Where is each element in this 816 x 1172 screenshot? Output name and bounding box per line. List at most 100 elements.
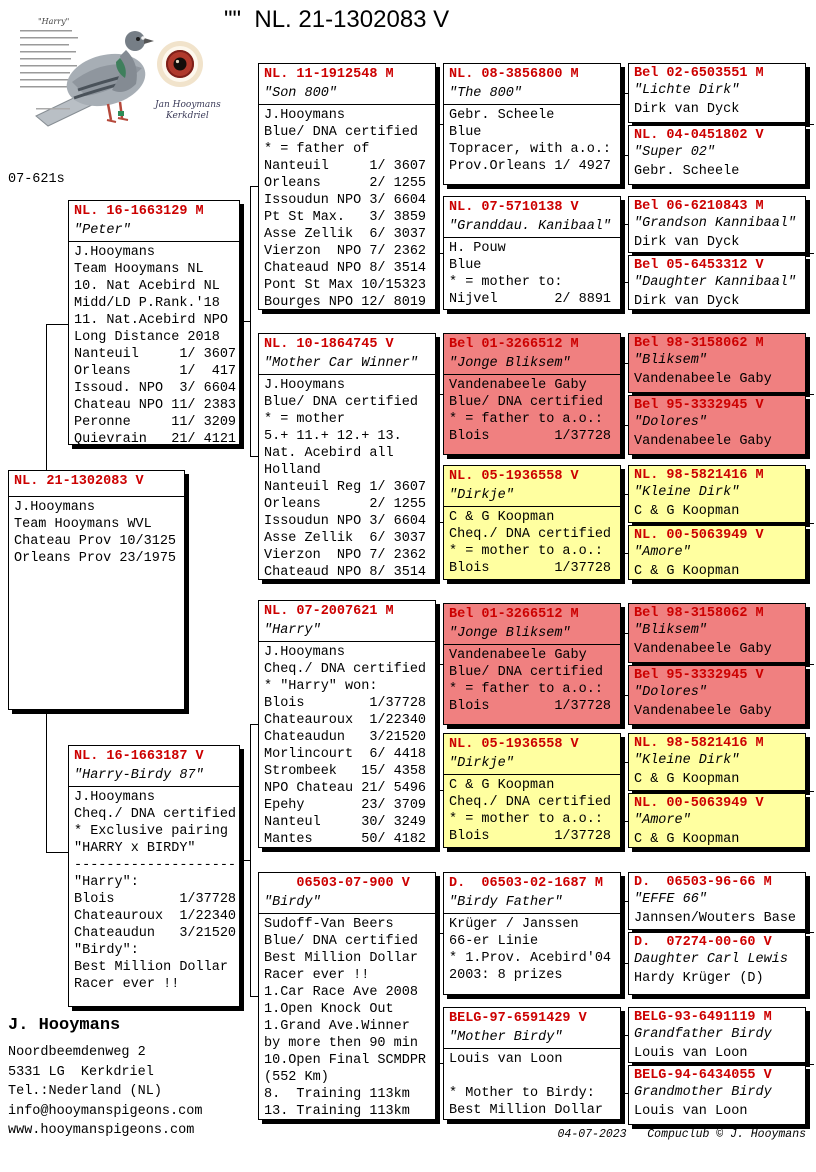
pedigree-connector-line [621,253,624,254]
pigeon-name: "Lichte Dirk" [634,83,740,98]
owner-address-lines: Noordbeemdenweg 2 5331 LG Kerkdriel Tel.:N… [8,1045,203,1138]
pedigree-connector-line [250,724,251,997]
footer-spacer [627,1128,648,1141]
pigeon-name: "Dirkje" [449,756,514,771]
fancier-name: Dirk van Dyck [634,294,740,309]
pigeon-details: Gebr. Scheele Blue Topracer, with a.o.: Pro… [449,108,612,174]
fancier-name: Vandenabeele Gaby [634,434,772,449]
pigeon-name: Grandfather Birdy [634,1027,772,1042]
pedigree-connector-line [624,695,628,696]
divider [444,374,620,375]
pedigree-connector-line [439,664,440,791]
fancier-name: Louis van Loon [634,1104,748,1119]
ring-number: Bel 98-3158062 M [634,606,764,621]
ring-number: Bel 02-6503551 M [634,66,764,81]
divider [444,774,620,775]
photo-watermark [36,108,70,110]
ring-number: Bel 95-3332945 V [634,398,764,413]
pigeon-details: J.Hooymans Team Hooymans NL 10. Nat Acebir… [74,245,237,445]
box-mother-birdy: BELG-97-6591429 V "Mother Birdy" Louis v… [443,1007,621,1120]
box-daughter-kannibaal: Bel 05-6453312 V "Daughter Kannibaal" Di… [628,255,806,310]
pigeon-name: "Grandson Kannibaal" [634,216,797,231]
ring-number: BELG-93-6491119 M [634,1010,772,1025]
pigeon-name: "Mother Birdy" [449,1030,563,1045]
pigeon-name: "Jonge Bliksem" [449,356,571,371]
ring-number: D. 06503-02-1687 M [449,876,603,891]
pedigree-connector-line [624,1035,628,1036]
pigeon-name: "Peter" [74,223,131,238]
pedigree-connector-line [250,186,251,457]
box-dirkje-2: NL. 05-1936558 V "Dirkje" C & G Koopman C… [443,733,621,848]
photo-caption-town: Kerkdriel [165,111,209,121]
pedigree-connector-line [624,963,628,964]
fancier-name: Gebr. Scheele [634,164,740,179]
pedigree-connector-line [624,762,625,822]
pigeon-name: "Birdy" [264,895,321,910]
box-peter: NL. 16-1663129 M "Peter" J.Hooymans Team … [68,200,240,445]
pigeon-photo: "Harry" [20,17,221,127]
pigeon-details: Vandenabeele Gaby Blue/ DNA certified * = … [449,378,612,444]
pedigree-connector-line [436,458,439,459]
pedigree-connector-line [624,633,628,634]
ring-number: Bel 01-3266512 M [449,607,579,622]
pigeon-name: "Birdy Father" [449,895,563,910]
ring-number: NL. 16-1663187 V [74,749,204,764]
pedigree-connector-line [806,664,814,665]
divider [69,241,239,242]
pigeon-name: "Kleine Dirk" [634,753,740,768]
ring-number: NL. 11-1912548 M [264,67,394,82]
ring-number: NL. 16-1663129 M [74,204,204,219]
pedigree-connector-line [621,790,624,791]
pedigree-connector-line [624,363,628,364]
pigeon-details: H. Pouw Blue * = mother to: Nijvel 2/ 8891 [449,241,612,307]
pigeon-details: Sudoff-Van Beers Blue/ DNA certified Best … [264,917,427,1119]
pedigree-connector-line [250,996,258,997]
box-amore-1: NL. 00-5063949 V "Amore" C & G Koopman [628,525,806,580]
pigeon-details: C & G Koopman Cheq./ DNA certified * = mot… [449,778,612,844]
pedigree-connector-line [621,664,624,665]
ring-number: BELG-97-6591429 V [449,1011,587,1026]
pedigree-connector-line [624,1035,625,1094]
pigeon-name: "Dolores" [634,415,707,430]
divider [444,1048,620,1049]
pedigree-connector-line [439,664,443,665]
pedigree-connector-line [439,253,443,254]
pedigree-connector-line [624,553,628,554]
pedigree-connector-line [624,425,628,426]
box-amore-2: NL. 00-5063949 V "Amore" C & G Koopman [628,793,806,848]
pedigree-connector-line [806,932,814,933]
ring-number: D. 06503-96-66 M [634,875,772,890]
pedigree-connector-line [624,821,628,822]
fancier-name: Hardy Krüger (D) [634,971,764,986]
pedigree-connector-line [46,852,68,853]
pigeon-name: "Kleine Dirk" [634,485,740,500]
ring-number: Bel 06-6210843 M [634,199,764,214]
ring-number: D. 07274-00-60 V [634,935,772,950]
divider [259,913,435,914]
fancier-name: Vandenabeele Gaby [634,372,772,387]
pigeon-name: "Amore" [634,813,691,828]
pigeon-name: "Bliksem" [634,623,707,638]
pigeon-name: "EFFE 66" [634,892,707,907]
pigeon-name: Grandmother Birdy [634,1085,772,1100]
fancier-name: Vandenabeele Gaby [634,704,772,719]
pedigree-connector-line [806,1064,814,1065]
box-jonge-bliksem-1: Bel 01-3266512 M "Jonge Bliksem" Vandena… [443,333,621,455]
pedigree-connector-line [439,1063,443,1064]
box-harry: NL. 07-2007621 M "Harry" J.Hooymans Cheq.… [258,600,436,848]
pedigree-connector-line [439,790,443,791]
box-bliksem-2: Bel 98-3158062 M "Bliksem" Vandenabeele … [628,603,806,663]
pedigree-connector-line [624,901,625,964]
pedigree-connector-line [624,224,625,283]
pedigree-connector-line [46,324,68,325]
fancier-name: C & G Koopman [634,504,740,519]
pigeon-name: "Son 800" [264,86,337,101]
pigeon-name: "Bliksem" [634,353,707,368]
box-birdy-father: D. 06503-02-1687 M "Birdy Father" Krüger… [443,872,621,995]
fancier-name: Louis van Loon [634,1046,748,1061]
pedigree-connector-line [240,321,250,322]
pedigree-connector-line [624,224,628,225]
photo-caption-name: Jan Hooymans [153,100,221,110]
box-grandmother-birdy: BELG-94-6434055 V Grandmother Birdy Loui… [628,1065,806,1125]
pedigree-connector-line [624,762,628,763]
